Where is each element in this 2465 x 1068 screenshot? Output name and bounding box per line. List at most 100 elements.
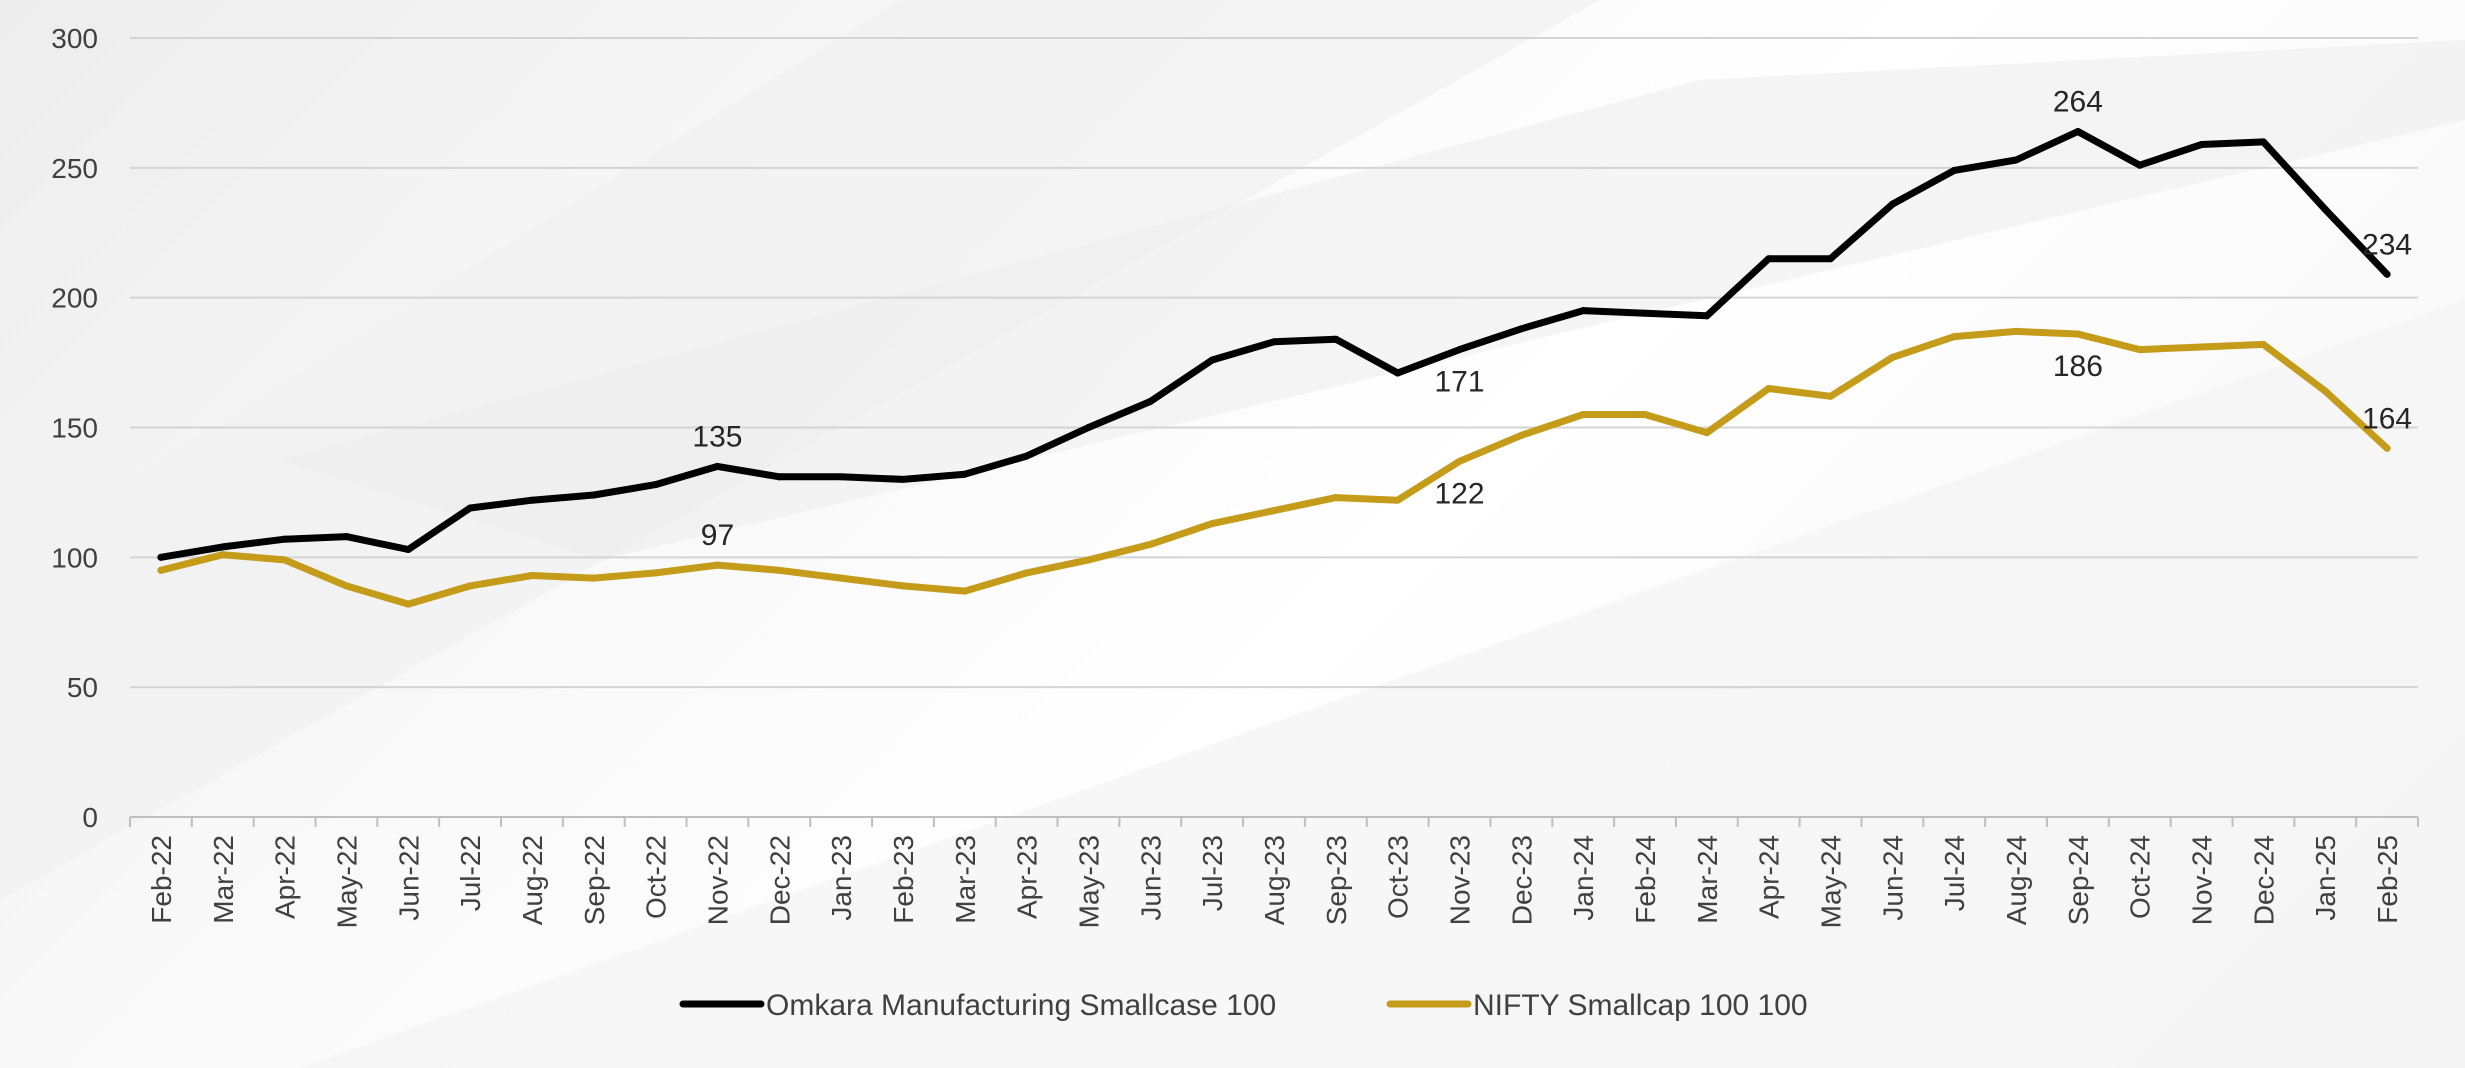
data-point	[775, 473, 783, 481]
data-point	[775, 566, 783, 574]
x-tick-label: Apr-24	[1754, 835, 1785, 919]
x-tick-label: Dec-24	[2248, 835, 2279, 925]
data-point	[2259, 340, 2267, 348]
x-tick-label: Aug-22	[517, 835, 548, 925]
data-point	[157, 553, 165, 561]
data-point	[2321, 387, 2329, 395]
data-point	[219, 543, 227, 551]
y-tick-label: 250	[51, 153, 98, 184]
x-tick-label: Apr-23	[1012, 835, 1043, 919]
data-point	[1765, 255, 1773, 263]
x-tick-label: May-23	[1073, 835, 1104, 928]
x-tick-label: Oct-24	[2125, 835, 2156, 919]
x-axis: Feb-22 Mar-22 Apr-22 May-22 Jun-22 Jul-22 Aug-…	[129, 816, 2419, 928]
x-tick-label: Apr-22	[270, 835, 301, 919]
data-point	[1641, 411, 1649, 419]
data-point	[2012, 327, 2020, 335]
y-tick-label: 200	[51, 283, 98, 314]
data-point	[1208, 356, 1216, 364]
x-tick-label: Dec-22	[764, 835, 795, 925]
data-point	[961, 470, 969, 478]
data-point	[713, 462, 721, 470]
data-point	[713, 561, 721, 569]
legend-label: Omkara Manufacturing Smallcase 100	[766, 989, 1276, 1022]
x-tick-label: Nov-23	[1445, 835, 1476, 925]
data-labels: 135 97 171 122 264 186 234 164	[692, 85, 2412, 552]
data-point	[1023, 569, 1031, 577]
data-point	[1394, 369, 1402, 377]
x-tick-label: Jan-25	[2310, 835, 2341, 921]
gridlines	[130, 37, 2418, 689]
x-tick-label: Jun-24	[1877, 835, 1908, 921]
data-point	[281, 535, 289, 543]
data-point	[342, 533, 350, 541]
x-tick-label: Jun-23	[1135, 835, 1166, 921]
data-point	[837, 473, 845, 481]
data-point	[1827, 255, 1835, 263]
x-tick-label: Dec-23	[1506, 835, 1537, 925]
x-tick-label: May-22	[331, 835, 362, 928]
data-point	[1332, 494, 1340, 502]
data-point	[1765, 385, 1773, 393]
data-point	[1084, 424, 1092, 431]
legend-label: NIFTY Smallcap 100 100	[1473, 989, 1808, 1022]
data-point	[404, 546, 412, 554]
x-tick-label: Jan-23	[826, 835, 857, 921]
x-tick-label: Aug-24	[2001, 835, 2032, 925]
x-tick-label: Sep-22	[579, 835, 610, 925]
data-point	[1332, 335, 1340, 343]
x-tick-label: Oct-23	[1383, 835, 1414, 919]
data-point	[2074, 127, 2082, 135]
x-tick-label: Mar-23	[950, 835, 981, 924]
data-point	[1208, 520, 1216, 528]
data-point	[2198, 343, 2206, 351]
data-point	[961, 587, 969, 595]
data-label: 264	[2053, 85, 2103, 118]
data-point	[2136, 346, 2144, 354]
x-tick-label: May-24	[1816, 835, 1847, 928]
data-point	[219, 551, 227, 559]
data-point	[1579, 307, 1587, 315]
data-label: 164	[2362, 402, 2412, 435]
x-tick-label: Mar-22	[208, 835, 239, 924]
data-point	[2198, 140, 2206, 148]
x-tick-label: Feb-22	[146, 835, 177, 924]
data-point	[342, 582, 350, 590]
x-tick-label: Jun-22	[393, 835, 424, 921]
data-point	[1703, 312, 1711, 320]
data-point	[1146, 398, 1154, 406]
x-tick-label: Jan-24	[1568, 835, 1599, 921]
x-tick-label: Jul-24	[1939, 835, 1970, 911]
y-axis: 0 50 100 150 200 250 300	[51, 23, 98, 833]
data-label: 171	[1434, 366, 1484, 399]
data-point	[528, 496, 536, 504]
data-point	[1517, 431, 1525, 439]
x-tick-label: Mar-24	[1692, 835, 1723, 924]
data-point	[157, 566, 165, 574]
data-point	[2074, 330, 2082, 338]
data-point	[466, 504, 474, 512]
data-label: 135	[692, 420, 742, 453]
data-label: 234	[2362, 228, 2412, 261]
data-point	[2012, 156, 2020, 164]
data-point	[1579, 411, 1587, 419]
data-point	[899, 582, 907, 590]
data-point	[1703, 429, 1711, 437]
x-tick-label: Jul-22	[455, 835, 486, 911]
legend: Omkara Manufacturing Smallcase 100 NIFTY …	[679, 989, 1808, 1022]
data-point	[1456, 346, 1464, 354]
y-tick-label: 100	[51, 542, 98, 573]
data-point	[652, 569, 660, 577]
data-label: 97	[701, 519, 734, 552]
data-point	[1084, 556, 1092, 564]
data-label: 186	[2053, 350, 2103, 383]
data-point	[1394, 496, 1402, 504]
data-point	[1950, 166, 1958, 174]
data-point	[1456, 457, 1464, 465]
data-point	[1888, 200, 1896, 208]
data-point	[1950, 333, 1958, 341]
x-tick-label: Oct-22	[641, 835, 672, 919]
x-tick-label: Jul-23	[1197, 835, 1228, 911]
